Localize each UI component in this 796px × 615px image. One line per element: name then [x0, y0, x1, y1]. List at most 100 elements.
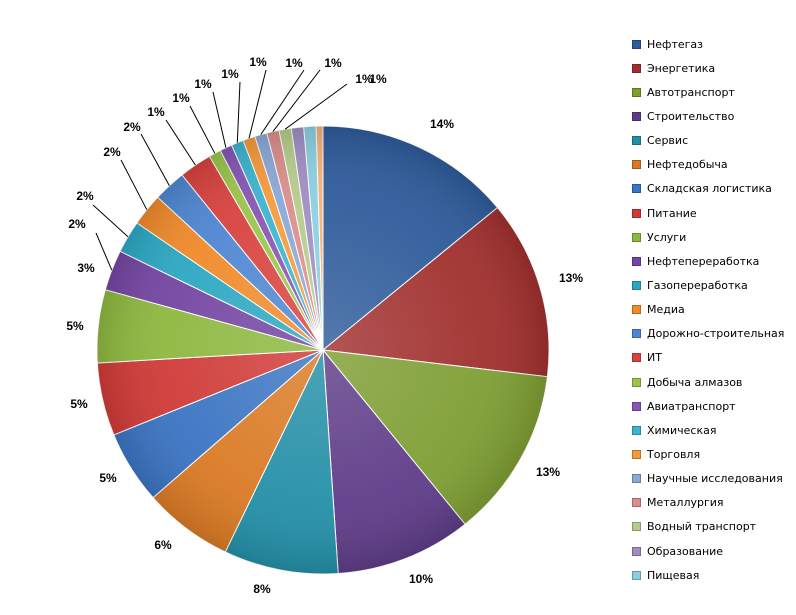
legend-item: ИТ	[632, 346, 792, 370]
legend-label: Медиа	[647, 303, 685, 317]
legend-label: Авиатранспорт	[647, 399, 736, 413]
legend-item: Питание	[632, 201, 792, 225]
slice-label-1: 14%	[430, 117, 454, 131]
leader-line-18	[248, 69, 267, 139]
legend-label: ИТ	[647, 351, 662, 365]
legend-swatch	[632, 280, 641, 290]
legend-swatch	[632, 570, 641, 580]
slice-label-12: 2%	[76, 189, 94, 203]
chart-legend: Нефтегаз Энергетика Автотранспорт Строитель…	[632, 32, 792, 587]
legend-swatch	[632, 111, 641, 121]
leader-line-13	[140, 133, 170, 186]
legend-label: Образование	[647, 544, 724, 558]
legend-swatch	[632, 87, 641, 97]
slice-label-9: 5%	[66, 319, 84, 333]
legend-item: Услуги	[632, 225, 792, 249]
legend-label: Энергетика	[647, 61, 716, 75]
legend-item: Автотранспорт	[632, 80, 792, 104]
leader-line-10	[95, 232, 113, 271]
leader-line-11	[92, 204, 129, 238]
slice-label-3: 13%	[536, 465, 560, 479]
legend-item: Нефтедобыча	[632, 153, 792, 177]
leader-line-19	[260, 69, 305, 135]
legend-label: Питание	[647, 206, 697, 220]
legend-swatch	[632, 474, 641, 484]
legend-label: Нефтегаз	[647, 37, 703, 51]
slice-label-7: 5%	[99, 471, 117, 485]
legend-label: Пищевая	[647, 568, 700, 582]
legend-swatch	[632, 184, 641, 194]
legend-item: Образование	[632, 539, 792, 563]
legend-item: Химическая	[632, 418, 792, 442]
legend-item: Строительство	[632, 104, 792, 128]
slice-label-11: 2%	[68, 217, 86, 231]
legend-label: Дорожно-строительная	[647, 327, 785, 341]
slice-label-13: 2%	[103, 145, 121, 159]
leader-line-12	[120, 159, 148, 210]
legend-item: Научные исследования	[632, 467, 792, 491]
legend-label: Автотранспорт	[647, 85, 735, 99]
legend-swatch	[632, 208, 641, 218]
legend-item: Торговля	[632, 442, 792, 466]
legend-item: Нефтепереработка	[632, 249, 792, 273]
legend-swatch	[632, 39, 641, 49]
leader-line-21	[284, 83, 348, 130]
legend-swatch	[632, 329, 641, 339]
legend-item: Водный транспорт	[632, 515, 792, 539]
legend-item: Дорожно-строительная	[632, 322, 792, 346]
legend-label: Научные исследования	[647, 472, 783, 486]
slice-label-18: 1%	[221, 67, 239, 81]
legend-label: Добыча алмазов	[647, 375, 743, 389]
legend-label: Услуги	[647, 230, 687, 244]
legend-item: Нефтегаз	[632, 32, 792, 56]
pie-shading	[97, 126, 549, 574]
legend-label: Нефтепереработка	[647, 254, 760, 268]
legend-swatch	[632, 498, 641, 508]
legend-item: Складская логистика	[632, 177, 792, 201]
legend-swatch	[632, 256, 641, 266]
legend-swatch	[632, 305, 641, 315]
leader-line-14	[165, 119, 196, 166]
legend-item: Авиатранспорт	[632, 394, 792, 418]
legend-swatch	[632, 377, 641, 387]
legend-swatch	[632, 449, 641, 459]
slice-label-19: 1%	[249, 55, 267, 69]
legend-item: Пищевая	[632, 563, 792, 587]
legend-swatch	[632, 401, 641, 411]
slice-label-20: 1%	[285, 56, 303, 70]
legend-label: Химическая	[647, 423, 717, 437]
slice-label-5: 8%	[253, 582, 271, 596]
leader-line-15	[189, 105, 216, 154]
slice-label-15: 1%	[147, 105, 165, 119]
legend-item: Медиа	[632, 298, 792, 322]
legend-swatch	[632, 136, 641, 146]
slice-label-4: 10%	[409, 572, 433, 586]
legend-label: Строительство	[647, 109, 735, 123]
legend-item: Газопереработка	[632, 273, 792, 297]
leader-line-17	[236, 81, 241, 143]
legend-label: Торговля	[647, 447, 701, 461]
legend-label: Водный транспорт	[647, 520, 757, 534]
legend-swatch	[632, 546, 641, 556]
legend-swatch	[632, 353, 641, 363]
legend-item: Добыча алмазов	[632, 370, 792, 394]
slice-label-8: 5%	[70, 397, 88, 411]
legend-swatch	[632, 232, 641, 242]
legend-label: Металлургия	[647, 496, 724, 510]
legend-swatch	[632, 63, 641, 73]
slice-label-16: 1%	[172, 91, 190, 105]
legend-label: Складская логистика	[647, 182, 772, 196]
slice-label-21: 1%	[324, 56, 342, 70]
legend-item: Металлургия	[632, 491, 792, 515]
leader-line-20	[272, 69, 321, 132]
slice-label-10: 3%	[77, 261, 95, 275]
legend-item: Энергетика	[632, 56, 792, 80]
slice-label-17: 1%	[194, 77, 212, 91]
legend-item: Сервис	[632, 129, 792, 153]
slice-label-14: 2%	[123, 120, 141, 134]
slice-label-6: 6%	[154, 538, 172, 552]
leader-line-16	[212, 91, 227, 148]
legend-label: Нефтедобыча	[647, 158, 728, 172]
